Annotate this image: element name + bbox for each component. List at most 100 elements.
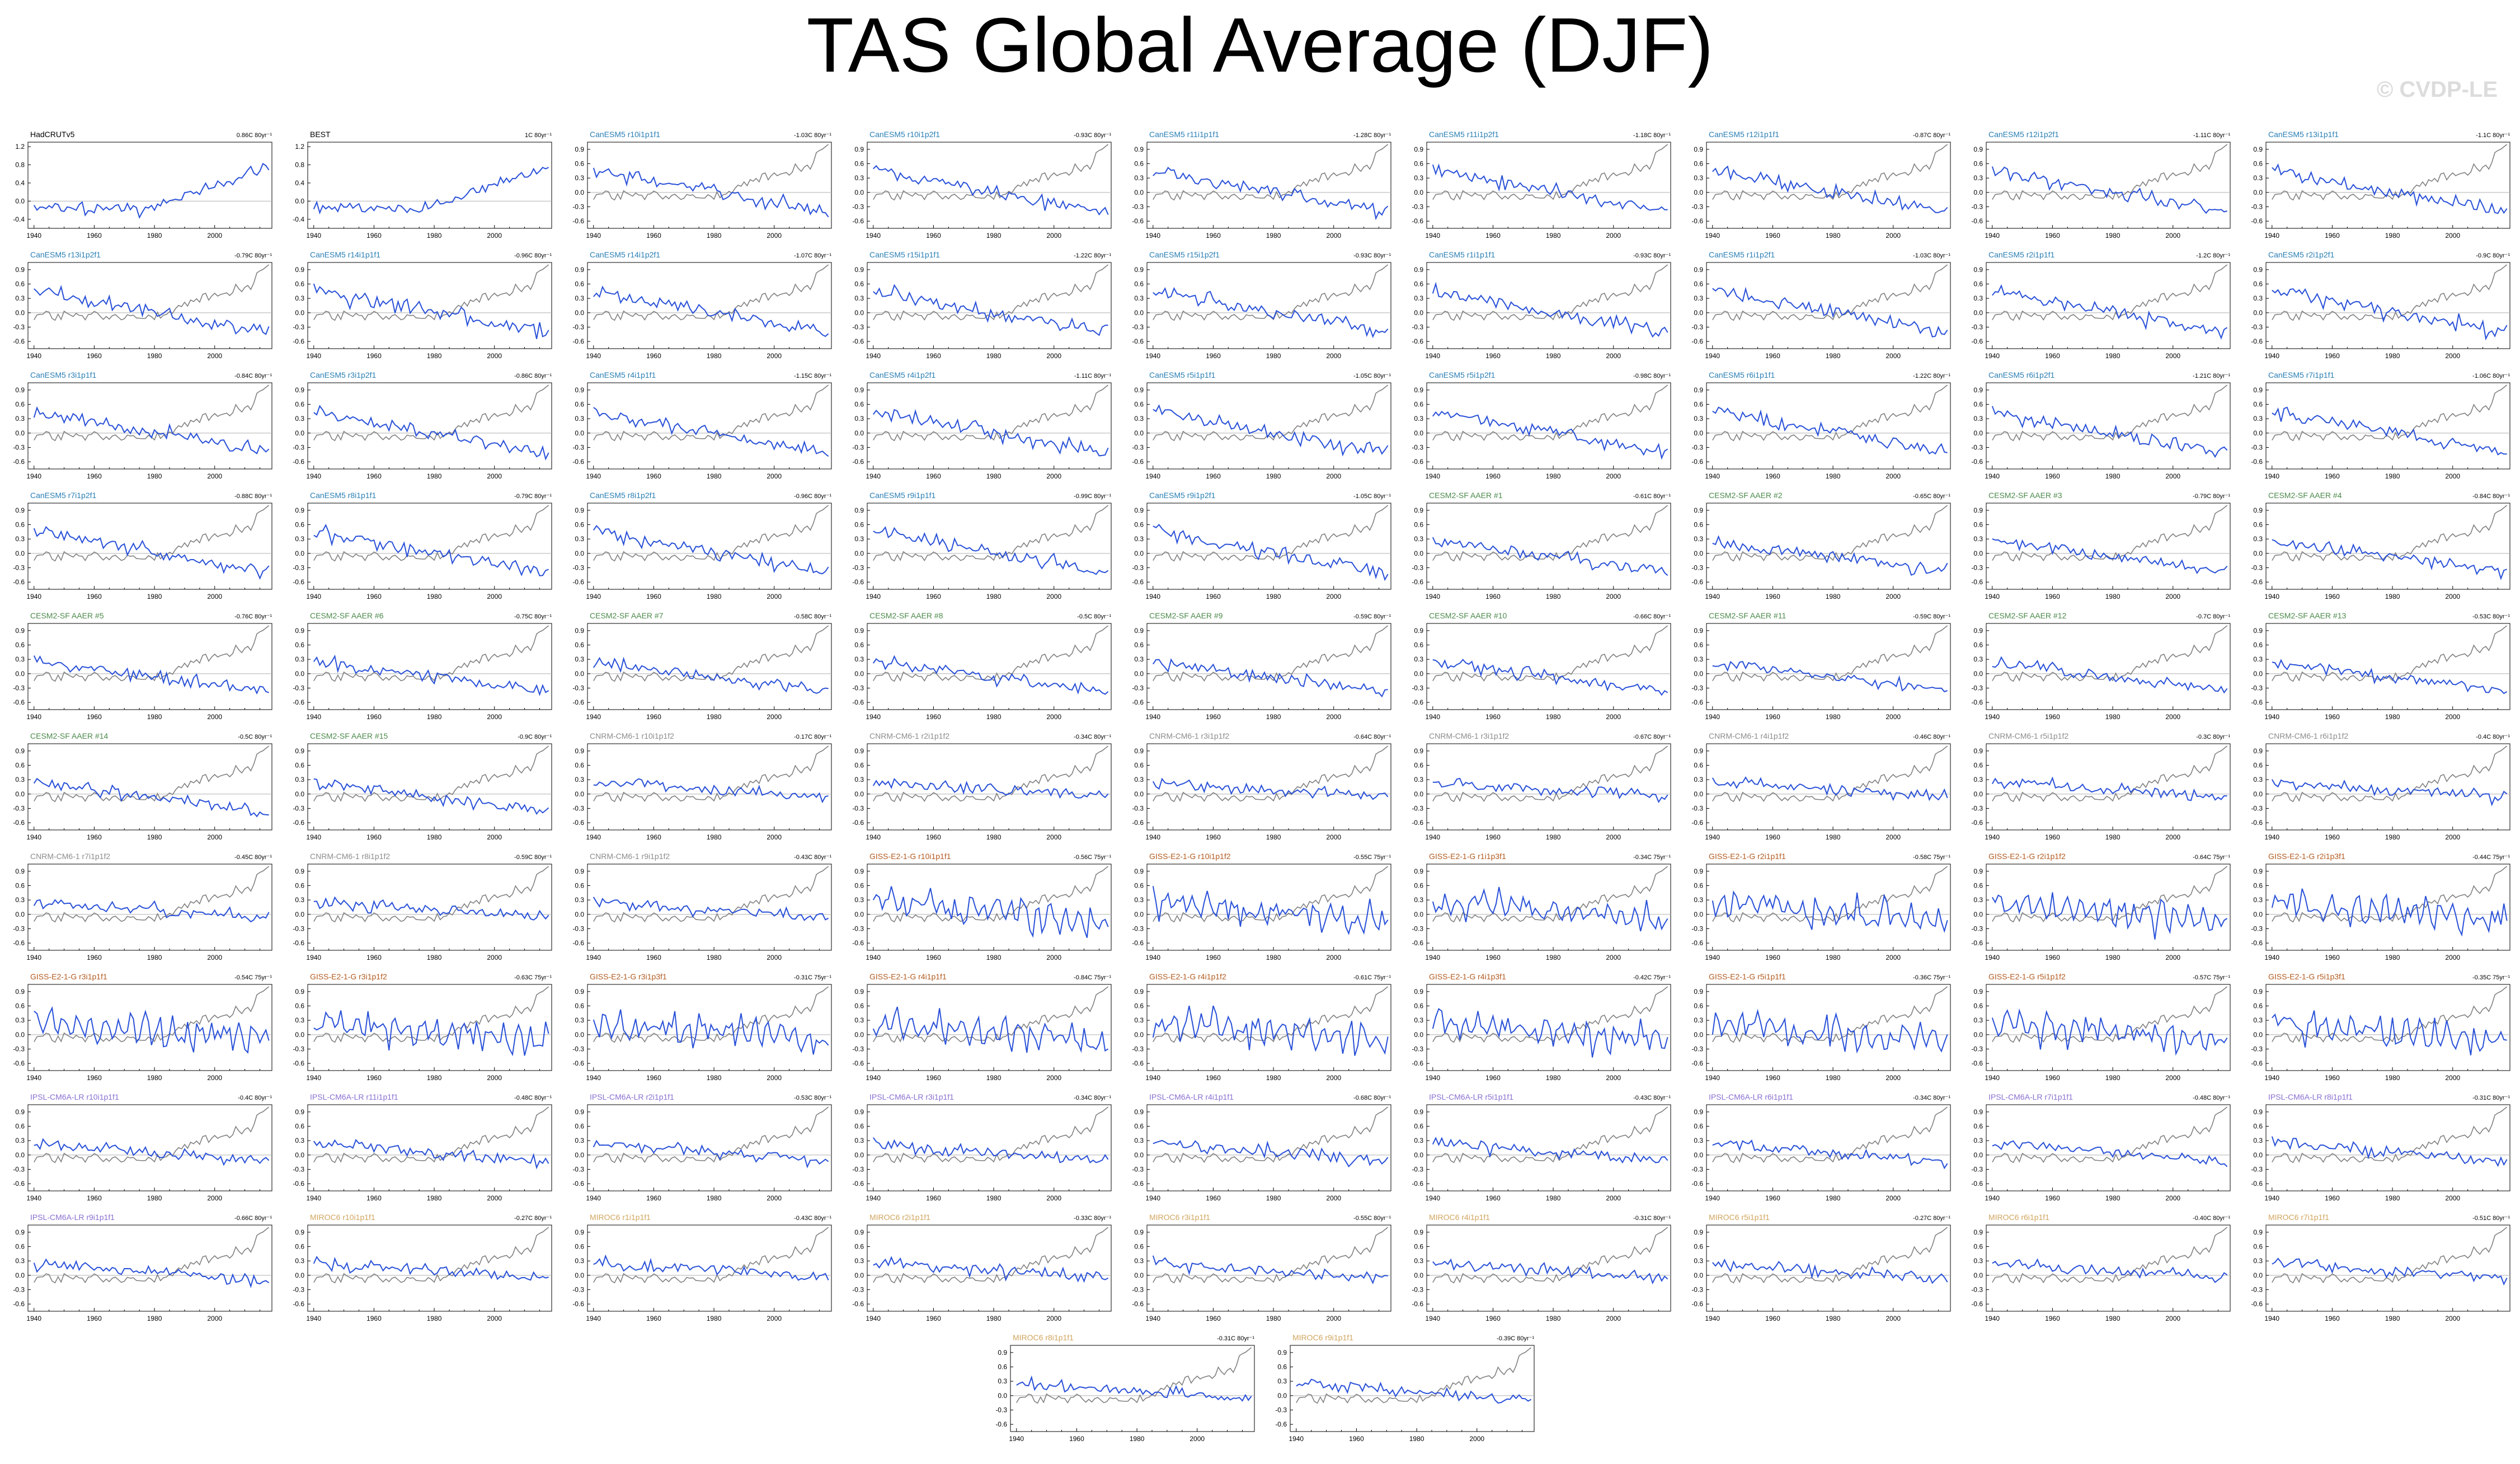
chart-panel: 0.9 0.6 0.3 0.0 -0.3 -0.6 1940 1960 1980 2000 CanE… — [560, 483, 839, 603]
y-tick-label: -0.6 — [572, 1059, 584, 1067]
y-tick-label: -0.3 — [293, 684, 304, 692]
x-tick-label: 2000 — [767, 713, 782, 721]
panel-title: CanESM5 r12i1p1f1 — [1709, 130, 1779, 139]
y-tick-label: 0.6 — [1694, 280, 1703, 288]
x-tick-label: 1980 — [1826, 954, 1841, 961]
y-tick-label: 0.6 — [295, 1243, 304, 1251]
x-tick-label: 1980 — [707, 352, 722, 360]
panel-title: CNRM-CM6-1 r4i1p1f2 — [1709, 731, 1789, 740]
x-tick-label: 1980 — [2385, 713, 2400, 721]
x-tick-label: 2000 — [767, 1315, 782, 1322]
y-tick-label: -0.3 — [13, 1166, 25, 1174]
x-tick-label: 2000 — [2445, 593, 2460, 600]
y-tick-label: 0.0 — [1694, 911, 1703, 918]
x-tick-label: 1960 — [1206, 954, 1221, 961]
y-tick-label: 0.6 — [2253, 160, 2263, 168]
y-tick-label: 0.6 — [2253, 1243, 2263, 1251]
y-tick-label: 0.6 — [1134, 882, 1144, 890]
y-tick-label: 0.6 — [1694, 401, 1703, 409]
panel-trend-label: -0.59C 80yr⁻¹ — [1353, 613, 1391, 620]
y-tick-label: 0.0 — [1414, 189, 1423, 196]
chart-panel: 0.9 0.6 0.3 0.0 -0.3 -0.6 1940 1960 1980 2000 GISS… — [1679, 844, 1958, 964]
series-line-observed-reference — [1153, 745, 1389, 803]
series-line-observed — [33, 163, 270, 219]
panel-trend-label: -0.43C 80yr⁻¹ — [1633, 1095, 1671, 1101]
series-line-model — [1991, 776, 2227, 801]
series-line-model — [33, 406, 270, 454]
y-tick-label: -0.6 — [293, 578, 304, 586]
y-tick-label: 0.6 — [1134, 1002, 1144, 1010]
panel-title: GISS-E2-1-G r2i1p1f2 — [1988, 852, 2066, 861]
x-tick-label: 1940 — [26, 833, 41, 841]
y-tick-label: -0.6 — [293, 1059, 304, 1067]
y-tick-label: 0.9 — [575, 1108, 584, 1116]
y-tick-label: 0.6 — [575, 1243, 584, 1251]
y-tick-label: 0.3 — [15, 1137, 25, 1144]
x-tick-label: 2000 — [487, 593, 502, 600]
x-tick-label: 1960 — [2045, 1074, 2060, 1082]
chart-panel: 0.9 0.6 0.3 0.0 -0.3 -0.6 1940 1960 1980 2000 CESM… — [2238, 603, 2518, 724]
y-tick-label: -0.3 — [1412, 444, 1423, 452]
x-tick-label: 1960 — [1206, 1074, 1221, 1082]
y-tick-label: -0.3 — [1132, 444, 1144, 452]
plot-frame — [1146, 743, 1391, 830]
x-tick-label: 1960 — [646, 833, 661, 841]
y-tick-label: -0.6 — [1275, 1420, 1287, 1428]
panel-title: IPSL-CM6A-LR r10i1p1f1 — [30, 1092, 119, 1101]
y-tick-label: -0.3 — [2251, 925, 2263, 933]
y-tick-label: 0.6 — [15, 882, 25, 890]
y-tick-label: 0.0 — [1973, 1151, 1983, 1159]
y-tick-label: -0.6 — [1691, 1059, 1703, 1067]
y-tick-label: -0.3 — [852, 203, 864, 211]
y-tick-label: 0.9 — [295, 266, 304, 274]
x-tick-label: 1960 — [2325, 833, 2340, 841]
plot-frame — [1986, 864, 2231, 951]
x-tick-label: 1980 — [707, 232, 722, 240]
panel-title: GISS-E2-1-G r4i1p1f2 — [1149, 972, 1226, 981]
y-tick-label: -0.6 — [852, 819, 864, 827]
y-tick-label: -0.6 — [852, 1180, 864, 1188]
y-tick-label: 0.6 — [2253, 521, 2263, 529]
panel-title: CanESM5 r2i1p2f1 — [2268, 250, 2335, 259]
y-tick-label: 0.6 — [1134, 401, 1144, 409]
series-line-model — [313, 283, 549, 339]
series-line-observed-reference — [2272, 384, 2508, 442]
y-tick-label: 0.6 — [1414, 882, 1423, 890]
y-tick-label: 0.6 — [854, 1243, 864, 1251]
x-tick-label: 1960 — [1765, 472, 1780, 480]
x-tick-label: 1960 — [1485, 1074, 1501, 1082]
y-tick-label: 0.0 — [575, 1151, 584, 1159]
y-tick-label: -0.3 — [852, 564, 864, 572]
y-tick-label: -0.3 — [1691, 925, 1703, 933]
x-tick-label: 1980 — [1826, 1315, 1841, 1322]
y-tick-label: -0.3 — [1132, 1286, 1144, 1294]
x-tick-label: 2000 — [487, 472, 502, 480]
chart-panel: 0.9 0.6 0.3 0.0 -0.3 -0.6 1940 1960 1980 2000 GISS… — [839, 844, 1119, 964]
chart-panel: 0.9 0.6 0.3 0.0 -0.3 -0.6 1940 1960 1980 2000 CanE… — [839, 122, 1119, 242]
panel-title: CanESM5 r11i1p1f1 — [1149, 130, 1219, 139]
y-tick-label: -0.6 — [1691, 819, 1703, 827]
panel-trend-label: -0.34C 80yr⁻¹ — [1913, 1095, 1950, 1101]
y-tick-label: -0.4 — [293, 215, 304, 223]
series-line-model — [593, 1254, 829, 1281]
y-tick-label: 0.3 — [2253, 776, 2263, 783]
x-tick-label: 1940 — [1289, 1435, 1304, 1443]
panel-trend-label: -0.48C 80yr⁻¹ — [2193, 1095, 2230, 1101]
x-tick-label: 1980 — [2105, 593, 2121, 600]
x-tick-label: 1960 — [1765, 1074, 1780, 1082]
x-tick-label: 1980 — [1826, 472, 1841, 480]
y-tick-label: 0.9 — [575, 867, 584, 875]
x-tick-label: 2000 — [487, 232, 502, 240]
y-tick-label: 0.9 — [1414, 1108, 1423, 1116]
plot-frame — [1706, 623, 1951, 710]
x-tick-label: 2000 — [2165, 713, 2180, 721]
x-tick-label: 2000 — [1606, 1194, 1621, 1202]
x-tick-label: 1940 — [1145, 472, 1160, 480]
x-tick-label: 2000 — [767, 1194, 782, 1202]
y-tick-label: 0.6 — [998, 1363, 1007, 1371]
